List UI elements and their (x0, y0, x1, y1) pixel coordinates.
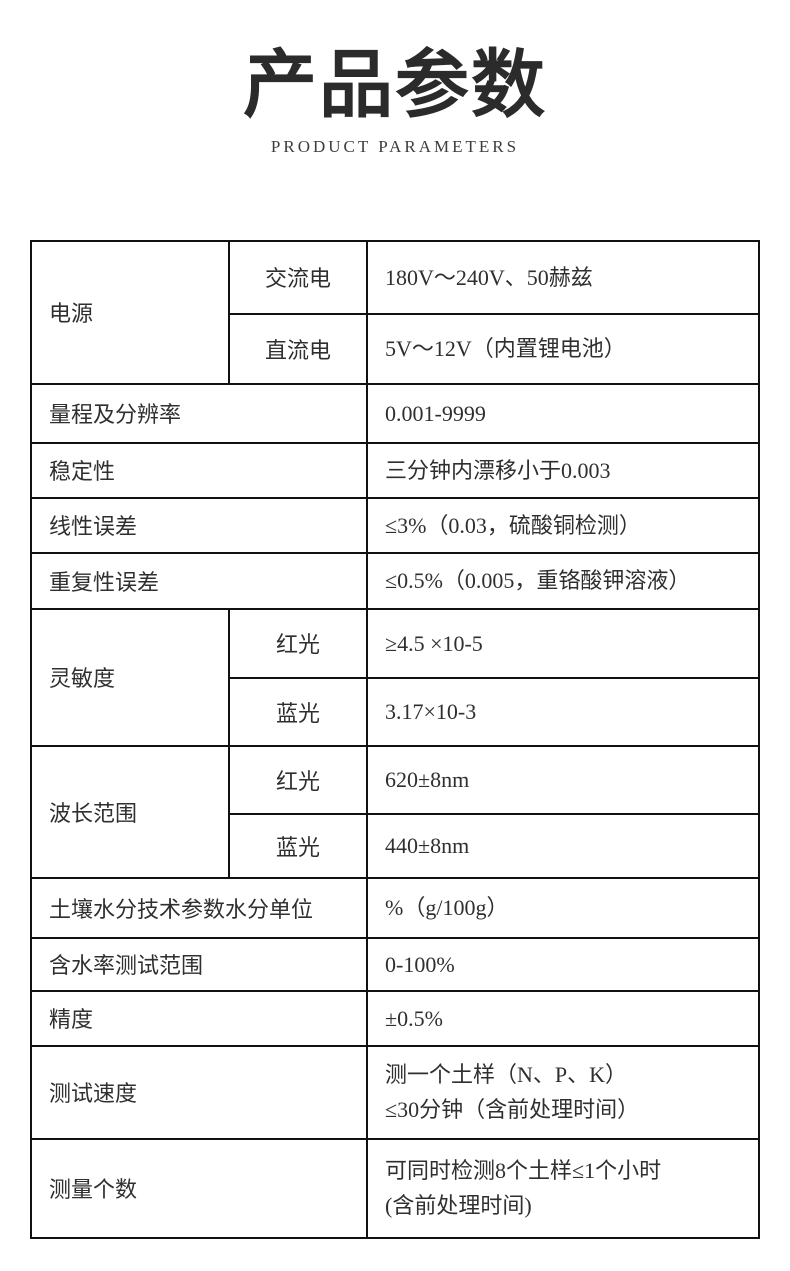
sub-row-label: 直流电 (228, 312, 368, 385)
spec-table: 电源 交流电 180V～240V、50赫兹 直流电 5V～12V（内置锂电池） … (30, 239, 760, 1239)
cell-value: 180V～240V、50赫兹 (366, 239, 760, 315)
table-row: 量程及分辨率 0.001-9999 (30, 382, 760, 444)
table-row: 蓝光 440±8nm (31, 812, 760, 879)
row-label: 电源 (30, 239, 230, 385)
row-label: 含水率测试范围 (30, 936, 368, 992)
cell-value: %（g/100g） (366, 876, 760, 939)
cell-value: 0.001-9999 (366, 382, 760, 444)
row-label: 重复性误差 (30, 551, 368, 610)
sub-row-label: 交流电 (228, 239, 368, 315)
row-label: 线性误差 (30, 496, 368, 554)
cell-value: 5V～12V（内置锂电池） (366, 312, 760, 385)
cell-value: ±0.5% (366, 989, 760, 1047)
sub-row-label: 红光 (228, 607, 368, 679)
page-title: 产品参数 (243, 45, 547, 127)
table-row: 电源 交流电 180V～240V、50赫兹 (30, 239, 760, 385)
row-label: 测试速度 (30, 1044, 368, 1140)
cell-value: 0-100% (366, 936, 760, 992)
table-row: 直流电 5V～12V（内置锂电池） (31, 312, 760, 385)
cell-value: 620±8nm (366, 744, 760, 815)
row-label: 波长范围 (30, 744, 230, 879)
table-row: 灵敏度 红光 ≥4.5 ×10-5 (30, 607, 760, 747)
sub-row-label: 蓝光 (228, 676, 368, 747)
cell-value: 3.17×10-3 (366, 676, 760, 747)
cell-value: 测一个土样（N、P、K） ≤30分钟（含前处理时间） (366, 1044, 760, 1140)
table-row: 波长范围 红光 620±8nm (30, 744, 760, 879)
row-label: 土壤水分技术参数水分单位 (30, 876, 368, 939)
cell-value: 440±8nm (366, 812, 760, 879)
row-label: 灵敏度 (30, 607, 230, 747)
table-row: 土壤水分技术参数水分单位 %（g/100g） (30, 876, 760, 939)
table-row: 测量个数 可同时检测8个土样≤1个小时 (含前处理时间) (30, 1137, 760, 1239)
cell-value: 可同时检测8个土样≤1个小时 (含前处理时间) (366, 1137, 760, 1239)
row-label: 测量个数 (30, 1137, 368, 1239)
page-header: 产品参数 PRODUCT PARAMETERS (0, 0, 790, 157)
cell-value: ≥4.5 ×10-5 (366, 607, 760, 679)
row-label: 稳定性 (30, 441, 368, 499)
table-row: 线性误差 ≤3%（0.03，硫酸铜检测） (30, 496, 760, 554)
table-row: 蓝光 3.17×10-3 (31, 676, 760, 747)
table-row: 含水率测试范围 0-100% (30, 936, 760, 992)
cell-value: ≤3%（0.03，硫酸铜检测） (366, 496, 760, 554)
table-row: 稳定性 三分钟内漂移小于0.003 (30, 441, 760, 499)
page-subtitle: PRODUCT PARAMETERS (270, 136, 520, 156)
row-label: 量程及分辨率 (30, 382, 368, 444)
row-label: 精度 (30, 989, 368, 1047)
table-row: 精度 ±0.5% (30, 989, 760, 1047)
cell-value: 三分钟内漂移小于0.003 (366, 441, 760, 499)
table-row: 重复性误差 ≤0.5%（0.005，重铬酸钾溶液） (30, 551, 760, 610)
cell-value: ≤0.5%（0.005，重铬酸钾溶液） (366, 551, 760, 610)
table-row: 测试速度 测一个土样（N、P、K） ≤30分钟（含前处理时间） (30, 1044, 760, 1140)
sub-row-label: 蓝光 (228, 812, 368, 879)
sub-row-label: 红光 (228, 744, 368, 815)
